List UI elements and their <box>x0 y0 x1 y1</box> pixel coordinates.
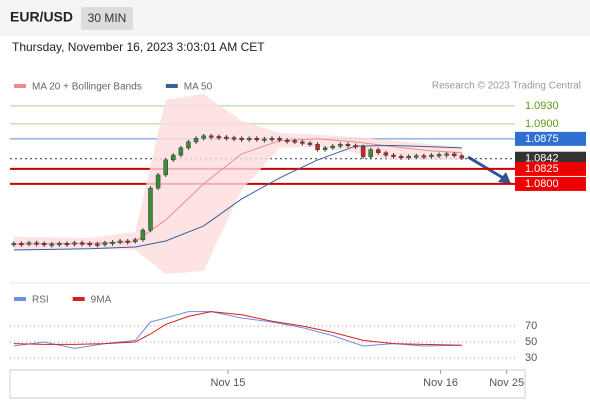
candle-body <box>406 156 411 159</box>
candle-body <box>345 144 351 147</box>
candle-body <box>216 136 222 139</box>
candle-body <box>368 149 373 158</box>
timestamp: Thursday, November 16, 2023 3:03:01 AM C… <box>12 40 265 54</box>
candle-body <box>444 153 449 156</box>
candle-body <box>224 136 229 139</box>
candle-body <box>376 149 381 153</box>
candle-body <box>95 243 100 246</box>
candle-body <box>11 243 17 246</box>
x-tick-label: Nov 15 <box>211 377 246 389</box>
legend-label: RSI <box>32 295 49 306</box>
candle-body <box>231 137 237 140</box>
candle-body <box>459 155 465 159</box>
level-label: 1.0842 <box>525 153 559 165</box>
candle-body <box>262 138 267 141</box>
candle-body <box>34 242 39 245</box>
candle-body <box>19 243 24 246</box>
timeframe: 30 MIN <box>88 11 127 25</box>
bollinger-band <box>13 93 462 274</box>
candle-body <box>163 159 168 176</box>
candle-body <box>307 142 313 145</box>
candle-body <box>391 154 396 157</box>
candle-body <box>125 240 130 243</box>
level-label: 1.0875 <box>525 133 559 145</box>
candle-body <box>171 154 176 161</box>
level-label: 1.0800 <box>525 178 559 190</box>
candle-body <box>315 144 320 150</box>
candle-body <box>436 154 442 157</box>
legend-label: MA 50 <box>184 82 213 93</box>
level-label: 1.0825 <box>525 163 559 175</box>
candle-body <box>102 242 108 245</box>
candle-body <box>322 147 328 150</box>
level-box <box>515 161 586 176</box>
candle-body <box>178 147 184 156</box>
legend-swatch <box>14 297 26 301</box>
candle-body <box>193 138 199 143</box>
level-box <box>515 131 586 146</box>
candle-body <box>208 135 214 138</box>
candle-body <box>451 153 457 156</box>
candle-body <box>155 174 161 189</box>
symbol: EUR/USD <box>10 9 73 25</box>
candle-body <box>429 154 434 157</box>
candle-body <box>49 243 55 246</box>
candle-body <box>57 243 62 246</box>
legend-label: MA 20 + Bollinger Bands <box>32 82 142 93</box>
y-tick-label: 70 <box>525 320 537 332</box>
candle-body <box>41 243 47 246</box>
legend-swatch <box>14 84 26 88</box>
legend-swatch <box>72 297 85 301</box>
candle-body <box>110 241 115 244</box>
candle-body <box>72 242 77 245</box>
ma-line <box>13 144 462 251</box>
legend-label: 9MA <box>91 295 112 306</box>
attribution: Research © 2023 Trading Central <box>432 81 581 92</box>
forecast-arrowhead <box>498 172 511 184</box>
candle-body <box>148 187 153 231</box>
x-tick-label: Nov 25 <box>489 377 524 389</box>
candle-body <box>398 156 404 159</box>
candle-body <box>353 145 358 148</box>
legend-swatch <box>165 84 178 88</box>
candle-body <box>254 138 260 141</box>
indicator-line <box>13 311 462 349</box>
level-label: 1.0930 <box>525 100 559 112</box>
candle-body <box>201 135 206 139</box>
indicator-line <box>13 311 462 346</box>
candle-body <box>330 145 335 149</box>
candle-body <box>79 242 85 245</box>
candle-body <box>360 146 366 158</box>
candle-body <box>133 239 138 242</box>
candle-body <box>414 155 419 158</box>
candle-body <box>421 155 427 158</box>
candle-body <box>269 138 275 141</box>
candle-body <box>300 141 305 144</box>
candle-body <box>26 242 32 245</box>
y-tick-label: 30 <box>525 352 537 364</box>
candle-body <box>292 140 298 143</box>
candle-body <box>383 152 389 156</box>
timeframe-button[interactable] <box>81 7 133 30</box>
level-box <box>515 176 586 191</box>
candle-body <box>284 139 290 142</box>
x-tick-label: Nov 16 <box>423 377 458 389</box>
candle-body <box>246 138 252 141</box>
x-axis-box <box>9 369 526 399</box>
candle-body <box>87 243 92 246</box>
candle-body <box>338 144 343 147</box>
candle-body <box>239 138 244 141</box>
y-tick-label: 50 <box>525 336 537 348</box>
candle-body <box>117 240 123 243</box>
candle-body <box>64 243 70 246</box>
level-label: 1.0900 <box>525 118 559 130</box>
candle-body <box>186 141 191 149</box>
candle-body <box>140 229 146 241</box>
candle-body <box>277 138 282 141</box>
